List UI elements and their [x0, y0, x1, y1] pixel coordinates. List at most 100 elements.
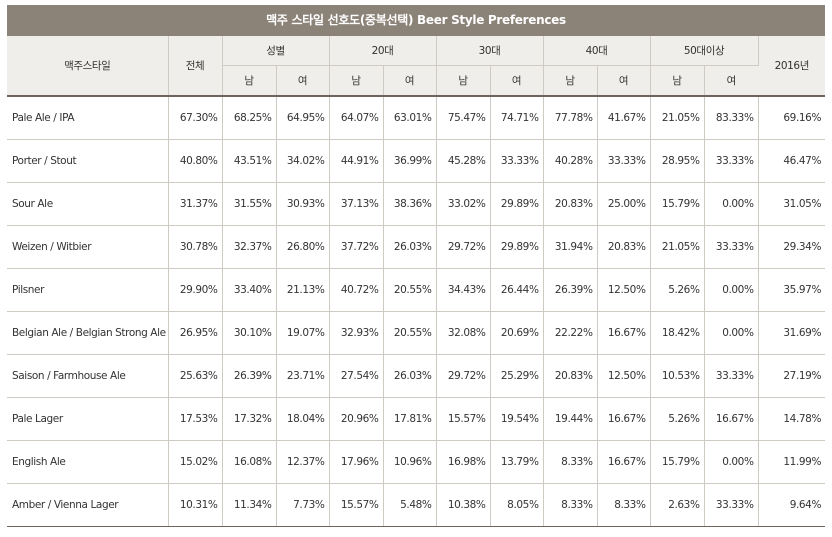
table-cell: 31.37%	[168, 182, 223, 226]
table-cell: 5.26%	[650, 268, 705, 312]
table-cell: 16.98%	[436, 440, 491, 484]
table-row: Pale Ale / IPA 67.30% 68.25% 64.95% 64.07% 63…	[7, 96, 826, 140]
row-style-label: Pilsner	[7, 268, 169, 312]
table-cell: 40.72%	[329, 268, 384, 312]
table-cell: 38.36%	[383, 182, 437, 226]
table-cell: 16.67%	[597, 440, 651, 484]
table-cell: 35.97%	[758, 268, 826, 312]
table-cell: 16.67%	[597, 397, 651, 441]
row-style-label: Weizen / Witbier	[7, 225, 169, 269]
preferences-table: 맥주스타일 전체 성별 20대 30대 40대 50대이상 2016년 남 여 …	[7, 36, 826, 527]
header-total: 전체	[168, 36, 223, 97]
table-cell: 23.71%	[276, 354, 330, 398]
table-cell: 34.02%	[276, 139, 330, 183]
table-cell: 11.34%	[222, 483, 277, 527]
table-cell: 12.37%	[276, 440, 330, 484]
table-cell: 29.89%	[490, 182, 544, 226]
table-cell: 0.00%	[704, 440, 759, 484]
table-cell: 20.55%	[383, 268, 437, 312]
table-row: Weizen / Witbier 30.78% 32.37% 26.80% 37.72%…	[7, 225, 826, 269]
table-row: Belgian Ale / Belgian Strong Ale 26.95% 30…	[7, 311, 826, 355]
table-cell: 69.16%	[758, 96, 826, 140]
table-cell: 9.64%	[758, 483, 826, 527]
table-cell: 19.44%	[543, 397, 598, 441]
table-row: Amber / Vienna Lager 10.31% 11.34% 7.73% 15.…	[7, 483, 826, 527]
table-cell: 0.00%	[704, 182, 759, 226]
table-cell: 40.80%	[168, 139, 223, 183]
row-style-label: Pale Lager	[7, 397, 169, 441]
table-cell: 15.79%	[650, 440, 705, 484]
table-cell: 75.47%	[436, 96, 491, 140]
table-cell: 14.78%	[758, 397, 826, 441]
table-cell: 10.31%	[168, 483, 223, 527]
table-cell: 44.91%	[329, 139, 384, 183]
header-female: 여	[597, 65, 651, 96]
table-cell: 20.96%	[329, 397, 384, 441]
table-cell: 26.95%	[168, 311, 223, 355]
table-cell: 29.72%	[436, 354, 491, 398]
table-cell: 27.19%	[758, 354, 826, 398]
table-cell: 16.67%	[704, 397, 759, 441]
beer-style-table-figure: 맥주 스타일 선호도(중복선택) Beer Style Preferences …	[7, 5, 826, 527]
row-style-label: English Ale	[7, 440, 169, 484]
header-female: 여	[490, 65, 544, 96]
row-style-label: Saison / Farmhouse Ale	[7, 354, 169, 398]
table-cell: 15.79%	[650, 182, 705, 226]
table-cell: 20.83%	[597, 225, 651, 269]
table-cell: 10.38%	[436, 483, 491, 527]
table-cell: 12.50%	[597, 268, 651, 312]
table-cell: 30.10%	[222, 311, 277, 355]
header-female: 여	[704, 65, 759, 96]
table-cell: 40.28%	[543, 139, 598, 183]
table-cell: 12.50%	[597, 354, 651, 398]
table-cell: 30.78%	[168, 225, 223, 269]
row-style-label: Porter / Stout	[7, 139, 169, 183]
table-cell: 64.07%	[329, 96, 384, 140]
table-cell: 15.57%	[436, 397, 491, 441]
table-cell: 15.02%	[168, 440, 223, 484]
table-cell: 20.55%	[383, 311, 437, 355]
table-cell: 26.03%	[383, 225, 437, 269]
table-cell: 64.95%	[276, 96, 330, 140]
table-cell: 29.72%	[436, 225, 491, 269]
table-cell: 21.13%	[276, 268, 330, 312]
table-cell: 33.33%	[704, 483, 759, 527]
table-row: Saison / Farmhouse Ale 25.63% 26.39% 23.71%…	[7, 354, 826, 398]
table-cell: 20.83%	[543, 354, 598, 398]
table-cell: 30.93%	[276, 182, 330, 226]
table-cell: 74.71%	[490, 96, 544, 140]
table-cell: 26.39%	[543, 268, 598, 312]
table-cell: 10.96%	[383, 440, 437, 484]
header-gender: 성별	[222, 36, 330, 66]
header-male: 남	[222, 65, 277, 96]
table-cell: 46.47%	[758, 139, 826, 183]
row-style-label: Pale Ale / IPA	[7, 96, 169, 140]
table-title: 맥주 스타일 선호도(중복선택) Beer Style Preferences	[7, 5, 825, 36]
table-cell: 25.00%	[597, 182, 651, 226]
table-row: Porter / Stout 40.80% 43.51% 34.02% 44.91% 36…	[7, 139, 826, 183]
table-cell: 67.30%	[168, 96, 223, 140]
table-cell: 2.63%	[650, 483, 705, 527]
table-cell: 11.99%	[758, 440, 826, 484]
table-cell: 33.40%	[222, 268, 277, 312]
header-30s: 30대	[436, 36, 544, 66]
table-cell: 8.33%	[597, 483, 651, 527]
table-cell: 16.67%	[597, 311, 651, 355]
table-cell: 29.89%	[490, 225, 544, 269]
header-female: 여	[276, 65, 330, 96]
table-cell: 19.54%	[490, 397, 544, 441]
table-cell: 17.53%	[168, 397, 223, 441]
table-cell: 17.81%	[383, 397, 437, 441]
header-beer-style: 맥주스타일	[7, 36, 169, 97]
table-cell: 77.78%	[543, 96, 598, 140]
table-cell: 68.25%	[222, 96, 277, 140]
table-cell: 33.33%	[490, 139, 544, 183]
table-cell: 26.39%	[222, 354, 277, 398]
header-male: 남	[329, 65, 384, 96]
table-row: Pilsner 29.90% 33.40% 21.13% 40.72% 20.55% 34.…	[7, 268, 826, 312]
table-row: Sour Ale 31.37% 31.55% 30.93% 37.13% 38.36% 33…	[7, 182, 826, 226]
row-style-label: Sour Ale	[7, 182, 169, 226]
table-body: Pale Ale / IPA 67.30% 68.25% 64.95% 64.07% 63…	[7, 96, 826, 527]
table-cell: 7.73%	[276, 483, 330, 527]
table-row: Pale Lager 17.53% 17.32% 18.04% 20.96% 17.81%…	[7, 397, 826, 441]
